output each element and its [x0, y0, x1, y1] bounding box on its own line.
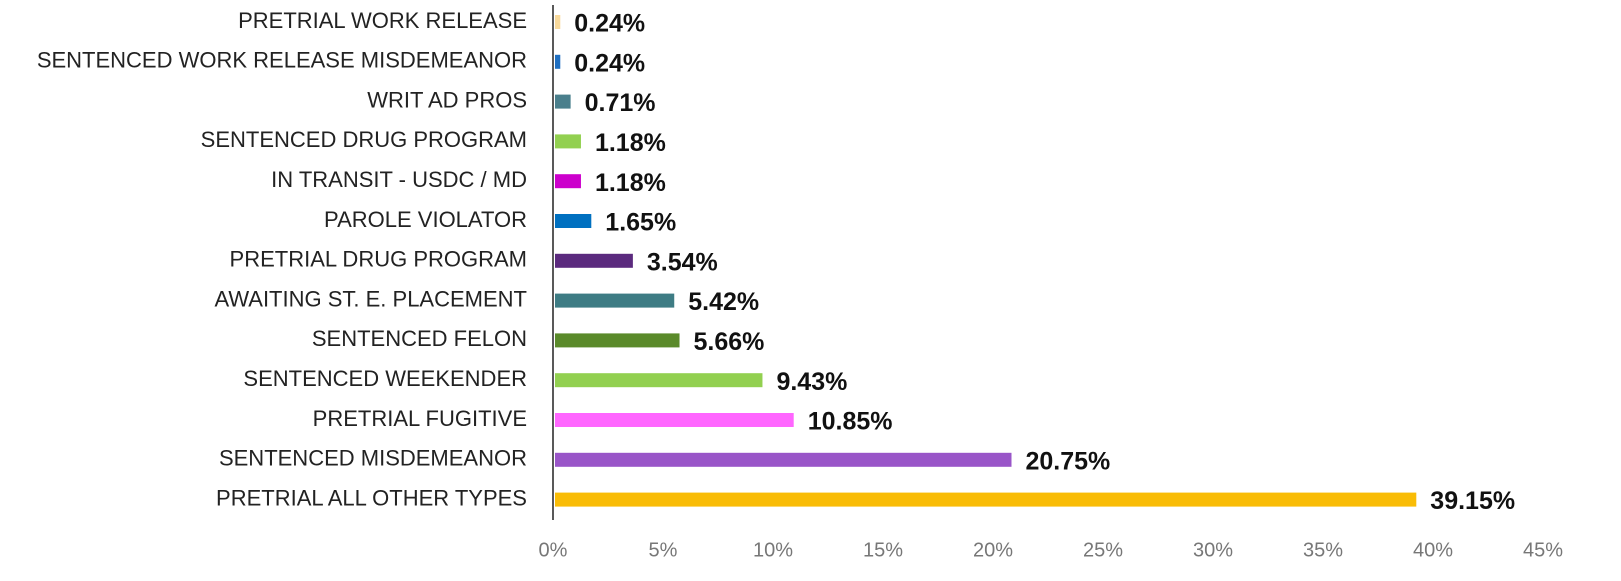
x-tick-label: 10% — [753, 539, 793, 561]
category-label: SENTENCED FELON — [312, 326, 527, 351]
bar — [555, 15, 561, 29]
category-label: PRETRIAL ALL OTHER TYPES — [216, 485, 527, 510]
bar — [555, 413, 794, 427]
data-label: 3.54% — [647, 248, 718, 276]
bar — [555, 452, 1012, 467]
bar — [555, 134, 581, 149]
data-label: 20.75% — [1026, 447, 1111, 475]
data-label: 0.24% — [574, 10, 645, 38]
bar — [555, 492, 1417, 507]
bar — [555, 253, 633, 268]
category-label: SENTENCED WEEKENDER — [243, 366, 527, 391]
data-label: 1.18% — [595, 169, 666, 197]
bar — [555, 94, 571, 109]
category-label: WRIT AD PROS — [367, 87, 527, 112]
data-label: 5.42% — [688, 288, 759, 316]
category-label: PRETRIAL DRUG PROGRAM — [230, 247, 527, 272]
data-label: 5.66% — [694, 328, 765, 356]
bar — [555, 54, 561, 69]
data-label: 0.71% — [585, 89, 656, 117]
category-label: SENTENCED WORK RELEASE MISDEMEANOR — [37, 48, 527, 73]
x-tick-label: 35% — [1303, 539, 1343, 561]
bar — [555, 214, 592, 228]
data-label: 0.24% — [574, 49, 645, 77]
x-tick-label: 0% — [539, 539, 568, 561]
category-label: SENTENCED DRUG PROGRAM — [201, 127, 527, 152]
category-label: PRETRIAL FUGITIVE — [313, 406, 527, 431]
category-label: PAROLE VIOLATOR — [324, 207, 527, 232]
data-label: 1.18% — [595, 129, 666, 157]
x-tick-label: 20% — [973, 539, 1013, 561]
bar — [555, 373, 763, 388]
bar — [555, 333, 680, 348]
x-tick-label: 40% — [1413, 539, 1453, 561]
category-label: PRETRIAL WORK RELEASE — [238, 8, 527, 33]
data-label: 9.43% — [776, 368, 847, 396]
category-label: SENTENCED MISDEMEANOR — [219, 446, 527, 471]
x-tick-label: 30% — [1193, 539, 1233, 561]
data-label: 39.15% — [1430, 487, 1515, 515]
data-label: 1.65% — [605, 209, 676, 237]
x-tick-label: 5% — [649, 539, 678, 561]
category-label: IN TRANSIT - USDC / MD — [271, 167, 527, 192]
data-label: 10.85% — [808, 408, 893, 436]
bar — [555, 293, 675, 308]
category-label: AWAITING ST. E. PLACEMENT — [214, 286, 527, 311]
bar — [555, 174, 581, 189]
x-tick-label: 45% — [1523, 539, 1563, 561]
x-tick-label: 15% — [863, 539, 903, 561]
x-tick-label: 25% — [1083, 539, 1123, 561]
